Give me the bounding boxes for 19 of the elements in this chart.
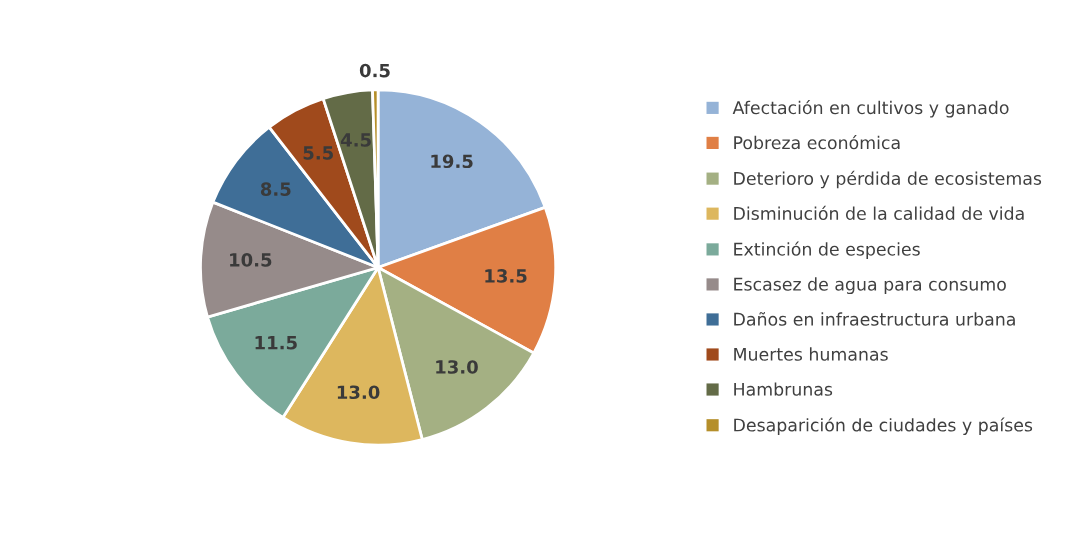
data-label: 0.5 — [359, 63, 390, 78]
data-label: 11.5 — [255, 336, 297, 350]
legend-label: Desaparición de ciudades y países — [734, 417, 1033, 435]
legend-label: Pobreza económica — [734, 135, 900, 150]
data-label: 19.5 — [431, 154, 473, 169]
legend-label: Daños en infraestructura urbana — [734, 312, 1015, 326]
legend-label: Deterioro y pérdida de ecosistemas — [734, 170, 1042, 189]
data-label: 10.5 — [230, 253, 272, 267]
data-label: 8.5 — [260, 182, 291, 196]
data-label: 5.5 — [303, 146, 333, 160]
legend-label: Escasez de agua para consumo — [734, 277, 1006, 295]
data-label: 13.0 — [337, 385, 380, 400]
legend-label: Extinción de especies — [734, 241, 920, 260]
data-label: 13.5 — [485, 269, 527, 283]
data-label: 13.0 — [436, 360, 478, 374]
legend-label: Hambrunas — [734, 382, 833, 396]
legend-label: Afectación en cultivos y ganado — [732, 100, 1009, 118]
legend-label: Muertes humanas — [734, 347, 888, 361]
legend-label: Disminución de la calidad de vida — [734, 205, 1024, 220]
